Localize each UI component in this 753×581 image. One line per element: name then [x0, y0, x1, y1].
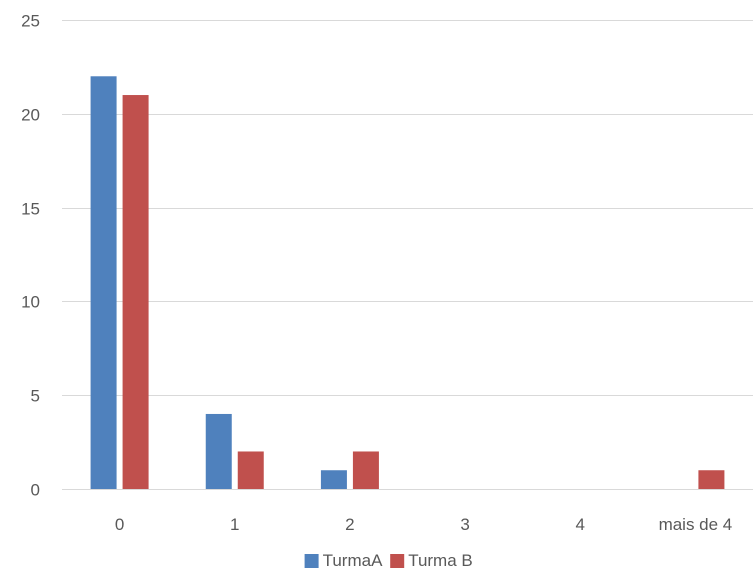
legend-swatch [390, 554, 405, 568]
x-tick-label: 2 [345, 515, 354, 534]
x-tick-label: 0 [115, 515, 124, 534]
bar-turmaa-2 [320, 470, 347, 489]
bar-turma-b-1 [237, 451, 264, 489]
y-axis-ticks: 0 5 10 15 20 25 [21, 12, 40, 500]
y-tick-label: 25 [21, 12, 40, 31]
bar-turma-b-5 [698, 470, 725, 489]
bar-turma-b-2 [352, 451, 379, 489]
bar-turmaa-1 [205, 413, 232, 489]
legend-item-turma-b: Turma B [390, 551, 473, 570]
bars [90, 76, 725, 489]
bar-turmaa-0 [90, 76, 117, 489]
y-tick-label: 20 [21, 106, 40, 125]
legend: TurmaA Turma B [304, 551, 473, 570]
y-tick-label: 15 [21, 200, 40, 219]
x-axis-ticks: 0 1 2 3 4 mais de 4 [115, 515, 732, 534]
legend-item-turmaa: TurmaA [304, 551, 383, 570]
x-tick-label: mais de 4 [659, 515, 733, 534]
x-tick-label: 4 [576, 515, 585, 534]
y-tick-label: 5 [31, 387, 40, 406]
legend-label: Turma B [408, 551, 473, 570]
y-tick-label: 10 [21, 293, 40, 312]
y-tick-label: 0 [31, 481, 40, 500]
bar-turma-b-0 [122, 95, 149, 489]
x-tick-label: 1 [230, 515, 239, 534]
gridlines [62, 20, 753, 490]
x-tick-label: 3 [460, 515, 469, 534]
legend-label: TurmaA [323, 551, 383, 570]
legend-swatch [304, 554, 319, 568]
